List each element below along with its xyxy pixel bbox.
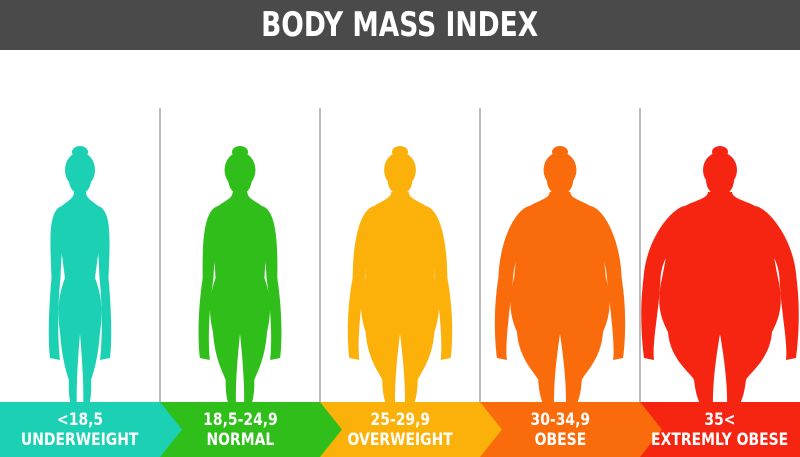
category-label-extremely-obese: 35< EXTREMLY OBESE xyxy=(640,402,800,457)
category-label-underweight: <18,5 UNDERWEIGHT xyxy=(0,402,160,457)
silhouette-obese xyxy=(480,146,640,438)
banner-arrow-normal xyxy=(160,402,342,457)
body-silhouette-icon xyxy=(48,146,112,428)
body-silhouette-icon xyxy=(198,146,282,428)
bmi-range: 18,5-24,9 xyxy=(202,409,278,430)
body-silhouette-icon xyxy=(494,146,626,428)
silhouette-overweight xyxy=(320,146,480,438)
bmi-category-name: OBESE xyxy=(534,429,586,450)
bmi-category-name: EXTREMLY OBESE xyxy=(651,429,789,450)
category-label-obese: 30-34,9 OBESE xyxy=(480,402,640,457)
panel-divider xyxy=(319,108,321,446)
panel-divider xyxy=(639,108,641,446)
title-bar: BODY MASS INDEX xyxy=(0,0,800,50)
figures-panel xyxy=(0,50,800,446)
bmi-category-name: UNDERWEIGHT xyxy=(21,429,139,450)
bmi-range: 30-34,9 xyxy=(530,409,590,430)
bmi-category-name: OVERWEIGHT xyxy=(347,429,453,450)
banner-arrow-extremely-obese xyxy=(640,402,800,457)
bmi-category-name: NORMAL xyxy=(206,429,274,450)
body-silhouette-icon xyxy=(347,146,453,428)
banner-arrow-overweight xyxy=(320,402,502,457)
body-silhouette-icon xyxy=(641,146,799,428)
silhouette-extremely-obese xyxy=(640,146,800,438)
bmi-range: 35< xyxy=(704,409,736,430)
silhouette-underweight xyxy=(0,146,160,438)
panel-divider xyxy=(479,108,481,446)
banner-arrow-underweight xyxy=(0,402,182,457)
page-title: BODY MASS INDEX xyxy=(261,5,539,45)
category-label-normal: 18,5-24,9 NORMAL xyxy=(160,402,320,457)
bmi-range: 25-29,9 xyxy=(370,409,430,430)
category-label-overweight: 25-29,9 OVERWEIGHT xyxy=(320,402,480,457)
bmi-range: <18,5 xyxy=(56,409,104,430)
silhouette-normal xyxy=(160,146,320,438)
banner-arrows xyxy=(0,402,800,457)
banner-arrow-obese xyxy=(480,402,662,457)
panel-divider xyxy=(159,108,161,446)
category-banner: <18,5 UNDERWEIGHT 18,5-24,9 NORMAL 25-29… xyxy=(0,402,800,457)
